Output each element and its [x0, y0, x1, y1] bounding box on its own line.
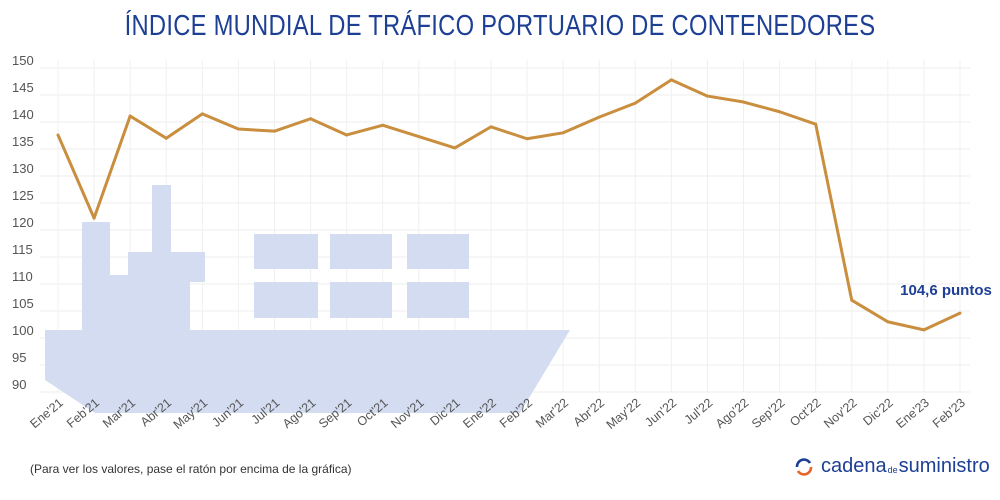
ship-mast: [152, 185, 171, 330]
y-tick-label: 135: [12, 134, 34, 149]
data-point: [453, 146, 457, 150]
x-tick-label: Dic'22: [860, 396, 895, 429]
x-tick-label: Abr'22: [571, 396, 607, 430]
x-tick-label: Feb'23: [930, 396, 968, 431]
data-point: [345, 133, 349, 137]
logo-text: de: [887, 464, 898, 475]
y-tick-label: 130: [12, 161, 34, 176]
data-point: [272, 129, 276, 133]
ship-tower: [128, 252, 152, 330]
ship-illustration: [45, 185, 570, 413]
y-tick-label: 90: [12, 377, 26, 392]
ship-tower: [171, 252, 205, 282]
x-tick-label: Ene'23: [893, 396, 932, 432]
y-tick-label: 115: [12, 242, 33, 257]
ship-tower: [171, 282, 190, 330]
x-tick-label: Oct'22: [787, 396, 823, 430]
y-tick-label: 150: [12, 53, 34, 68]
y-tick-label: 120: [12, 215, 34, 230]
y-tick-label: 100: [12, 323, 34, 338]
data-point: [705, 94, 709, 98]
logo: cadena de suministro: [793, 455, 990, 478]
data-point: [309, 117, 313, 121]
chart-title: ÍNDICE MUNDIAL DE TRÁFICO PORTUARIO DE C…: [124, 10, 876, 42]
series-line: [56, 78, 961, 332]
x-tick-label: Nov'22: [821, 396, 860, 432]
data-point: [525, 137, 529, 141]
data-point: [850, 298, 854, 302]
data-point: [200, 112, 204, 116]
data-point: [236, 127, 240, 131]
data-point: [886, 320, 890, 324]
y-tick-label: 105: [12, 296, 34, 311]
container: [330, 282, 392, 318]
data-point: [417, 135, 421, 139]
y-tick-label: 145: [12, 80, 34, 95]
data-point: [489, 125, 493, 129]
x-tick-label: Jul'22: [682, 396, 716, 427]
x-tick-label: Sep'22: [749, 396, 788, 432]
data-point: [381, 123, 385, 127]
footnote: (Para ver los valores, pase el ratón por…: [30, 462, 352, 476]
data-point: [164, 136, 168, 140]
x-tick-label: Ago'22: [713, 396, 752, 432]
y-tick-label: 95: [12, 350, 26, 365]
data-point: [633, 101, 637, 105]
annotation-label: 104,6 puntos: [900, 282, 992, 299]
container: [330, 234, 392, 269]
refresh-arrows-icon: [795, 457, 813, 476]
data-point: [669, 78, 673, 82]
container: [254, 282, 318, 318]
container: [407, 282, 469, 318]
ship-hull: [45, 330, 570, 413]
ship-tower: [82, 222, 110, 330]
y-tick-label: 110: [12, 269, 33, 284]
data-point: [128, 114, 132, 118]
data-point: [597, 115, 601, 119]
container: [407, 234, 469, 269]
x-tick-label: Mar'22: [533, 396, 571, 431]
data-point: [561, 131, 565, 135]
data-point: [958, 311, 962, 315]
data-point: [778, 110, 782, 114]
y-tick-label: 125: [12, 188, 34, 203]
y-tick-label: 140: [12, 107, 34, 122]
data-point: [922, 328, 926, 332]
data-point: [814, 122, 818, 126]
x-tick-label: Jun'22: [642, 396, 679, 430]
data-point: [92, 216, 96, 220]
data-point: [56, 133, 60, 137]
data-point: [742, 100, 746, 104]
ship-tower: [110, 275, 128, 330]
x-tick-label: Ene'21: [27, 396, 66, 432]
logo-text: suministro: [898, 455, 990, 477]
x-tick-label: May'22: [604, 396, 644, 432]
container: [254, 234, 318, 269]
logo-text: cadena: [821, 455, 887, 477]
